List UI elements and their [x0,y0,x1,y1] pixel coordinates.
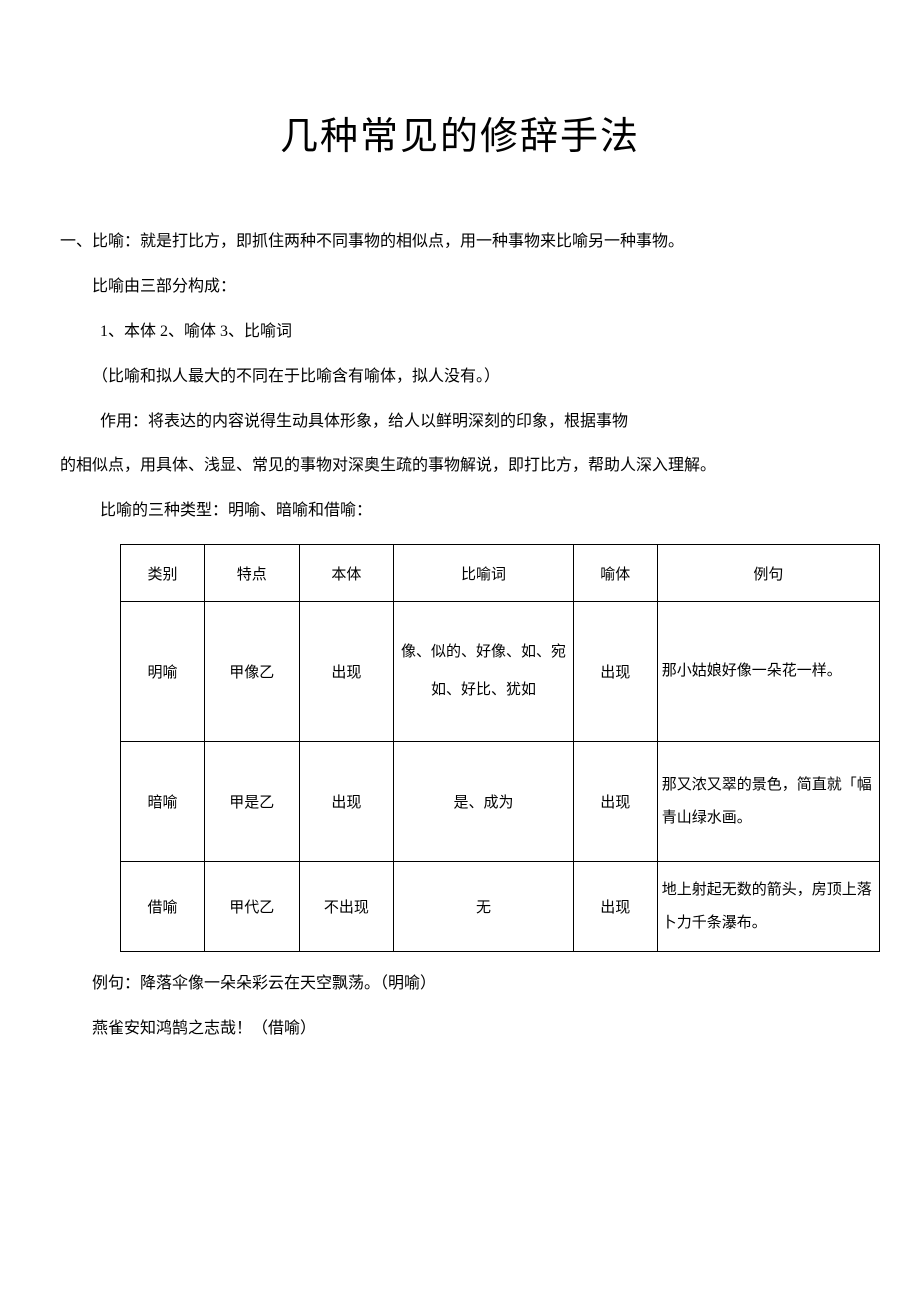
header-feature: 特点 [204,545,299,602]
cell-benti: 出现 [299,742,394,862]
cell-benti: 不出现 [299,862,394,952]
comparison-table-container: 类别 特点 本体 比喻词 喻体 例句 明喻 甲像乙 出现 像、似的、好像、如、宛… [120,544,860,952]
cell-yuti: 出现 [573,742,657,862]
cell-yuti: 出现 [573,862,657,952]
example-sentence-1: 例句：降落伞像一朵朵彩云在天空飘荡。（明喻） [60,962,860,1007]
paragraph-function-1: 作用：将表达的内容说得生动具体形象，给人以鲜明深刻的印象，根据事物 [60,400,860,445]
table-header-row: 类别 特点 本体 比喻词 喻体 例句 [121,545,880,602]
table-row: 借喻 甲代乙 不出现 无 出现 地上射起无数的箭头，房顶上落卜力千条瀑布。 [121,862,880,952]
cell-type: 借喻 [121,862,205,952]
section-heading: 一、比喻：就是打比方，即抓住两种不同事物的相似点，用一种事物来比喻另一种事物。 [60,220,860,265]
cell-feature: 甲像乙 [204,602,299,742]
paragraph-note: （比喻和拟人最大的不同在于比喻含有喻体，拟人没有。） [60,355,860,400]
cell-example: 那小姑娘好像一朵花一样。 [657,602,879,742]
header-type: 类别 [121,545,205,602]
cell-benti: 出现 [299,602,394,742]
paragraph-components: 比喻由三部分构成： [60,265,860,310]
header-yuti: 喻体 [573,545,657,602]
cell-biyuci: 无 [394,862,574,952]
cell-yuti: 出现 [573,602,657,742]
table-row: 暗喻 甲是乙 出现 是、成为 出现 那又浓又翠的景色，简直就「幅青山绿水画。 [121,742,880,862]
document-title: 几种常见的修辞手法 [60,105,860,160]
header-benti: 本体 [299,545,394,602]
paragraph-list: 1、本体 2、喻体 3、比喻词 [60,310,860,355]
paragraph-function-2: 的相似点，用具体、浅显、常见的事物对深奥生疏的事物解说，即打比方，帮助人深入理解… [60,444,860,489]
cell-biyuci: 是、成为 [394,742,574,862]
example-sentence-2: 燕雀安知鸿鹄之志哉！（借喻） [60,1007,860,1052]
header-biyuci: 比喻词 [394,545,574,602]
cell-example: 地上射起无数的箭头，房顶上落卜力千条瀑布。 [657,862,879,952]
cell-feature: 甲代乙 [204,862,299,952]
paragraph-types: 比喻的三种类型：明喻、暗喻和借喻： [60,489,860,534]
cell-example: 那又浓又翠的景色，简直就「幅青山绿水画。 [657,742,879,862]
cell-biyuci: 像、似的、好像、如、宛如、好比、犹如 [394,602,574,742]
cell-type: 明喻 [121,602,205,742]
cell-type: 暗喻 [121,742,205,862]
cell-feature: 甲是乙 [204,742,299,862]
comparison-table: 类别 特点 本体 比喻词 喻体 例句 明喻 甲像乙 出现 像、似的、好像、如、宛… [120,544,880,952]
table-row: 明喻 甲像乙 出现 像、似的、好像、如、宛如、好比、犹如 出现 那小姑娘好像一朵… [121,602,880,742]
header-example: 例句 [657,545,879,602]
